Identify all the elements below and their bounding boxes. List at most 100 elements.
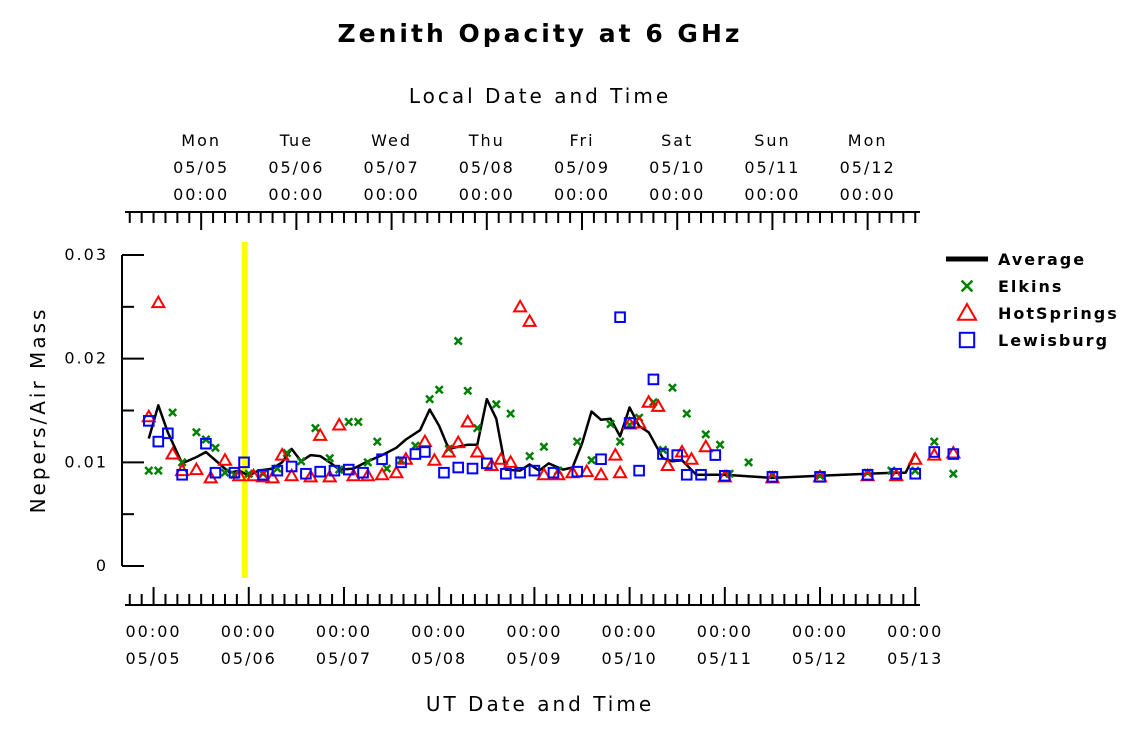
bottom-tick-time: 00:00 [506, 622, 562, 641]
data-point-hotsprings [245, 467, 262, 482]
data-point-hotsprings [683, 451, 700, 465]
data-point-hotsprings [493, 451, 509, 465]
legend-label: Lewisburg [998, 331, 1109, 350]
data-point-hotsprings [907, 451, 923, 465]
data-point-lewisburg [909, 467, 922, 480]
data-point-elkins [372, 437, 382, 447]
data-point-hotsprings [331, 416, 347, 431]
data-point-elkins [191, 427, 201, 437]
data-point-elkins [667, 383, 677, 393]
data-point-lewisburg [861, 468, 874, 481]
data-point-lewisburg [228, 466, 241, 479]
y-tick-label: 0.01 [64, 452, 108, 471]
marker-stroke [210, 443, 220, 453]
data-point-elkins [615, 437, 625, 447]
y-tick-label: 0 [96, 556, 108, 575]
data-point-hotsprings [426, 452, 443, 466]
top-tick-time: 00:00 [459, 185, 515, 204]
data-point-hotsprings [502, 454, 519, 468]
bottom-tick-date: 05/13 [887, 649, 943, 668]
top-tick-weekday: Mon [181, 131, 221, 150]
data-point-elkins [344, 417, 354, 427]
data-point-hotsprings [274, 447, 290, 461]
axes: 0 0.01 0.02 0.03 00:00 05/05 00:00 05/06 00:00 05… [64, 131, 943, 668]
data-point-hotsprings [388, 464, 405, 479]
data-point-lewisburg [671, 449, 684, 461]
series-lewisburg [143, 311, 960, 483]
data-point-lewisburg [314, 465, 326, 478]
data-point-hotsprings [607, 447, 624, 461]
data-point-elkins [701, 429, 711, 439]
data-point-hotsprings [593, 466, 609, 481]
legend-swatch-triangle [956, 301, 978, 321]
data-point-elkins [153, 466, 163, 476]
data-point-lewisburg [342, 463, 355, 476]
marker-stroke [491, 399, 501, 409]
data-point-hotsprings [450, 434, 466, 449]
bottom-tick-date: 05/05 [126, 649, 182, 668]
data-point-elkins [296, 456, 306, 466]
marker-stroke [282, 448, 292, 458]
data-point-lewisburg [480, 457, 493, 470]
top-tick-time: 00:00 [268, 185, 324, 204]
data-point-hotsprings [926, 447, 943, 461]
data-point-lewisburg [409, 448, 422, 460]
top-tick-date: 05/06 [268, 158, 324, 177]
data-point-hotsprings [150, 294, 167, 309]
bottom-tick-date: 05/06 [221, 649, 277, 668]
marker-stroke [220, 468, 230, 478]
marker-stroke [425, 394, 435, 404]
marker-stroke [606, 419, 616, 429]
data-point-lewisburg [200, 437, 212, 450]
bottom-tick-time: 00:00 [221, 622, 277, 641]
data-point-elkins [177, 457, 187, 467]
data-point-elkins [744, 457, 754, 467]
bottom-tick-time: 00:00 [126, 622, 182, 641]
top-axis-title: Local Date and Time [409, 84, 671, 108]
top-tick-weekday: Mon [848, 131, 888, 150]
top-tick-time: 00:00 [744, 185, 800, 204]
top-tick-weekday: Fri [569, 131, 594, 150]
y-tick-label: 0.03 [64, 245, 108, 264]
data-point-elkins [363, 457, 373, 467]
marker-stroke [363, 457, 373, 467]
data-point-lewisburg [438, 466, 450, 479]
marker-stroke [372, 437, 382, 447]
marker-stroke [472, 423, 482, 433]
data-point-hotsprings [264, 469, 281, 484]
data-point-elkins [244, 469, 254, 479]
marker-stroke [177, 457, 187, 467]
series-hotsprings [141, 294, 962, 484]
data-point-elkins [572, 437, 582, 447]
top-tick-date: 05/08 [459, 158, 515, 177]
data-point-elkins [506, 409, 516, 419]
data-point-lewisburg [419, 446, 431, 458]
bottom-tick-time: 00:00 [411, 622, 467, 641]
data-point-lewisburg [719, 470, 731, 482]
bottom-tick-date: 05/10 [602, 649, 658, 668]
data-point-elkins [948, 469, 958, 479]
data-point-hotsprings [440, 443, 457, 458]
data-point-hotsprings [512, 298, 528, 313]
marker-stroke [715, 440, 725, 450]
legend-label: Elkins [998, 277, 1063, 296]
data-point-elkins [606, 419, 616, 429]
legend-item-average: Average [946, 250, 1084, 269]
current-time-marker [241, 242, 248, 578]
data-point-lewisburg [500, 467, 512, 480]
marker-stroke [144, 466, 154, 476]
data-point-hotsprings [650, 398, 666, 412]
top-tick-weekday: Sun [754, 131, 790, 150]
data-point-lewisburg [695, 468, 707, 481]
marker-stroke [648, 397, 658, 407]
marker-stroke [539, 442, 549, 452]
data-point-lewisburg [947, 448, 960, 460]
marker-stroke [587, 455, 597, 465]
data-point-hotsprings [374, 466, 390, 481]
data-point-hotsprings [640, 394, 657, 408]
marker-stroke [615, 437, 625, 447]
bottom-tick-time: 00:00 [602, 622, 658, 641]
data-point-lewisburg [814, 471, 826, 483]
data-point-elkins [491, 399, 501, 409]
